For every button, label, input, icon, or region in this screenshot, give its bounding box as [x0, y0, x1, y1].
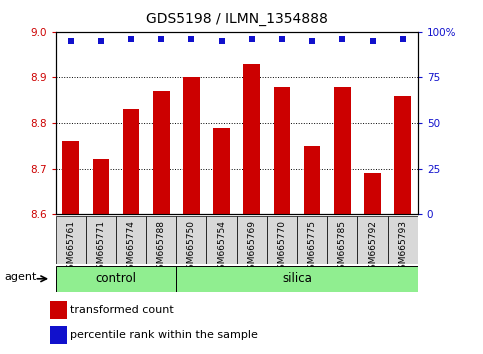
Bar	[357, 216, 388, 264]
Text: GSM665769: GSM665769	[247, 220, 256, 275]
Point	[127, 36, 135, 42]
Point	[218, 38, 226, 44]
Bar	[56, 216, 86, 264]
Bar	[334, 86, 351, 214]
Bar	[237, 216, 267, 264]
Point	[248, 36, 256, 42]
Point	[308, 38, 316, 44]
Bar	[56, 266, 176, 292]
Text: GSM665771: GSM665771	[96, 220, 105, 275]
Text: silica: silica	[282, 272, 312, 285]
Bar	[213, 127, 230, 214]
Text: control: control	[96, 272, 136, 285]
Bar	[176, 266, 418, 292]
Bar	[183, 78, 199, 214]
Bar	[297, 216, 327, 264]
Text: percentile rank within the sample: percentile rank within the sample	[70, 330, 258, 340]
Bar	[62, 141, 79, 214]
Bar	[304, 146, 320, 214]
Bar	[176, 216, 207, 264]
Text: GDS5198 / ILMN_1354888: GDS5198 / ILMN_1354888	[146, 12, 327, 27]
Bar	[388, 216, 418, 264]
Bar	[86, 216, 116, 264]
Bar	[50, 326, 67, 344]
Point	[399, 36, 407, 42]
Bar	[395, 96, 411, 214]
Point	[339, 36, 346, 42]
Bar	[274, 86, 290, 214]
Bar	[153, 91, 170, 214]
Bar	[146, 216, 176, 264]
Text: GSM665761: GSM665761	[66, 220, 75, 275]
Text: GSM665774: GSM665774	[127, 220, 136, 275]
Text: GSM665754: GSM665754	[217, 220, 226, 275]
Point	[187, 36, 195, 42]
Text: GSM665793: GSM665793	[398, 220, 407, 275]
Bar	[93, 159, 109, 214]
Text: transformed count: transformed count	[70, 305, 174, 315]
Text: agent: agent	[4, 273, 37, 282]
Text: GSM665775: GSM665775	[308, 220, 317, 275]
Text: GSM665788: GSM665788	[156, 220, 166, 275]
Text: GSM665770: GSM665770	[277, 220, 286, 275]
Bar	[327, 216, 357, 264]
Bar	[243, 64, 260, 214]
Point	[157, 36, 165, 42]
Bar	[50, 301, 67, 319]
Bar	[364, 173, 381, 214]
Text: GSM665785: GSM665785	[338, 220, 347, 275]
Bar	[116, 216, 146, 264]
Point	[369, 38, 376, 44]
Point	[278, 36, 286, 42]
Point	[97, 38, 105, 44]
Bar	[207, 216, 237, 264]
Bar	[123, 109, 139, 214]
Point	[67, 38, 74, 44]
Text: GSM665792: GSM665792	[368, 220, 377, 275]
Text: GSM665750: GSM665750	[187, 220, 196, 275]
Bar	[267, 216, 297, 264]
